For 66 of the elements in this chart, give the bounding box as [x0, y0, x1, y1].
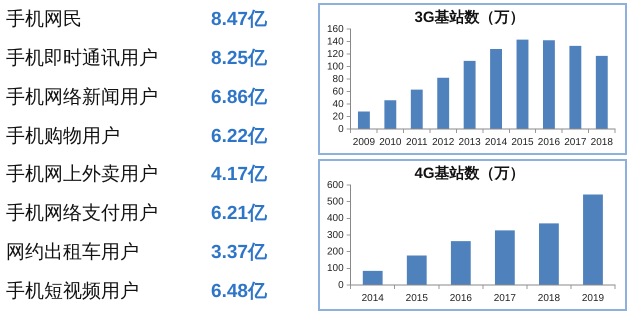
y-tick-label: 100: [326, 61, 344, 72]
text: 手机网民: [6, 8, 83, 32]
bar: [490, 49, 502, 128]
bar: [358, 112, 370, 128]
bar: [464, 60, 476, 128]
text: 8.25亿: [211, 47, 267, 72]
bar: [542, 40, 555, 128]
text: 手机购物用户: [6, 124, 121, 149]
x-tick-label: 2009: [352, 136, 376, 148]
y-tick-label: 300: [326, 230, 344, 241]
text: 6.86亿: [211, 86, 267, 110]
bar: [539, 223, 559, 284]
x-tick-label: 2015: [511, 136, 534, 148]
text: 6.48亿: [211, 280, 267, 304]
x-tick-label: 2016: [538, 136, 560, 148]
y-tick-label: 0: [338, 124, 344, 135]
y-tick-label: 40: [332, 98, 344, 110]
x-tick-label: 2018: [538, 292, 560, 304]
y-tick-label: 0: [338, 280, 344, 291]
x-tick-label: 2013: [458, 136, 482, 148]
x-tick-label: 2014: [362, 292, 384, 304]
y-tick-label: 80: [332, 74, 344, 85]
y-tick-label: 400: [326, 213, 344, 224]
y-tick-label: 20: [332, 111, 344, 122]
bar: [437, 78, 450, 128]
chart-title: 3G基站数（万）: [414, 9, 525, 26]
y-tick-label: 600: [326, 180, 344, 191]
text: 手机网络新闻用户: [6, 86, 159, 110]
y-tick-label: 160: [326, 24, 344, 35]
x-tick-label: 2017: [494, 292, 516, 304]
y-tick-label: 60: [332, 86, 344, 98]
bar: [406, 256, 427, 284]
text: 手机网络支付用户: [6, 202, 159, 226]
y-tick-label: 140: [326, 36, 344, 48]
text: 网约出租车用户: [6, 240, 140, 265]
text: 6.21亿: [211, 202, 267, 226]
bar: [583, 194, 603, 284]
y-tick-label: 120: [326, 48, 344, 60]
x-tick-label: 2012: [432, 136, 455, 148]
x-tick-label: 2019: [582, 292, 605, 304]
bar: [569, 46, 582, 128]
x-tick-label: 2016: [450, 292, 472, 304]
x-tick-label: 2011: [406, 136, 428, 148]
x-tick-label: 2010: [379, 136, 402, 148]
text: 3.37亿: [211, 240, 267, 265]
text: 手机网上外卖用户: [6, 163, 159, 188]
bar: [516, 40, 528, 128]
x-tick-label: 2017: [564, 136, 587, 148]
bar: [410, 90, 423, 128]
y-tick-label: 500: [326, 196, 344, 208]
text: 4.17亿: [211, 163, 267, 188]
bar: [596, 56, 608, 128]
chart-title: 4G基站数（万）: [414, 165, 525, 182]
bar: [362, 270, 383, 284]
text: 手机即时通讯用户: [6, 47, 159, 72]
x-tick-label: 2018: [590, 136, 614, 148]
text: 8.47亿: [211, 8, 267, 32]
bar: [384, 100, 396, 128]
text: 6.22亿: [211, 124, 267, 149]
y-tick-label: 200: [326, 246, 344, 258]
text: 手机短视频用户: [6, 280, 140, 304]
y-tick-label: 100: [326, 263, 344, 274]
bar: [450, 241, 471, 284]
x-tick-label: 2014: [484, 136, 508, 148]
x-tick-label: 2015: [406, 292, 428, 304]
bar: [494, 230, 515, 284]
